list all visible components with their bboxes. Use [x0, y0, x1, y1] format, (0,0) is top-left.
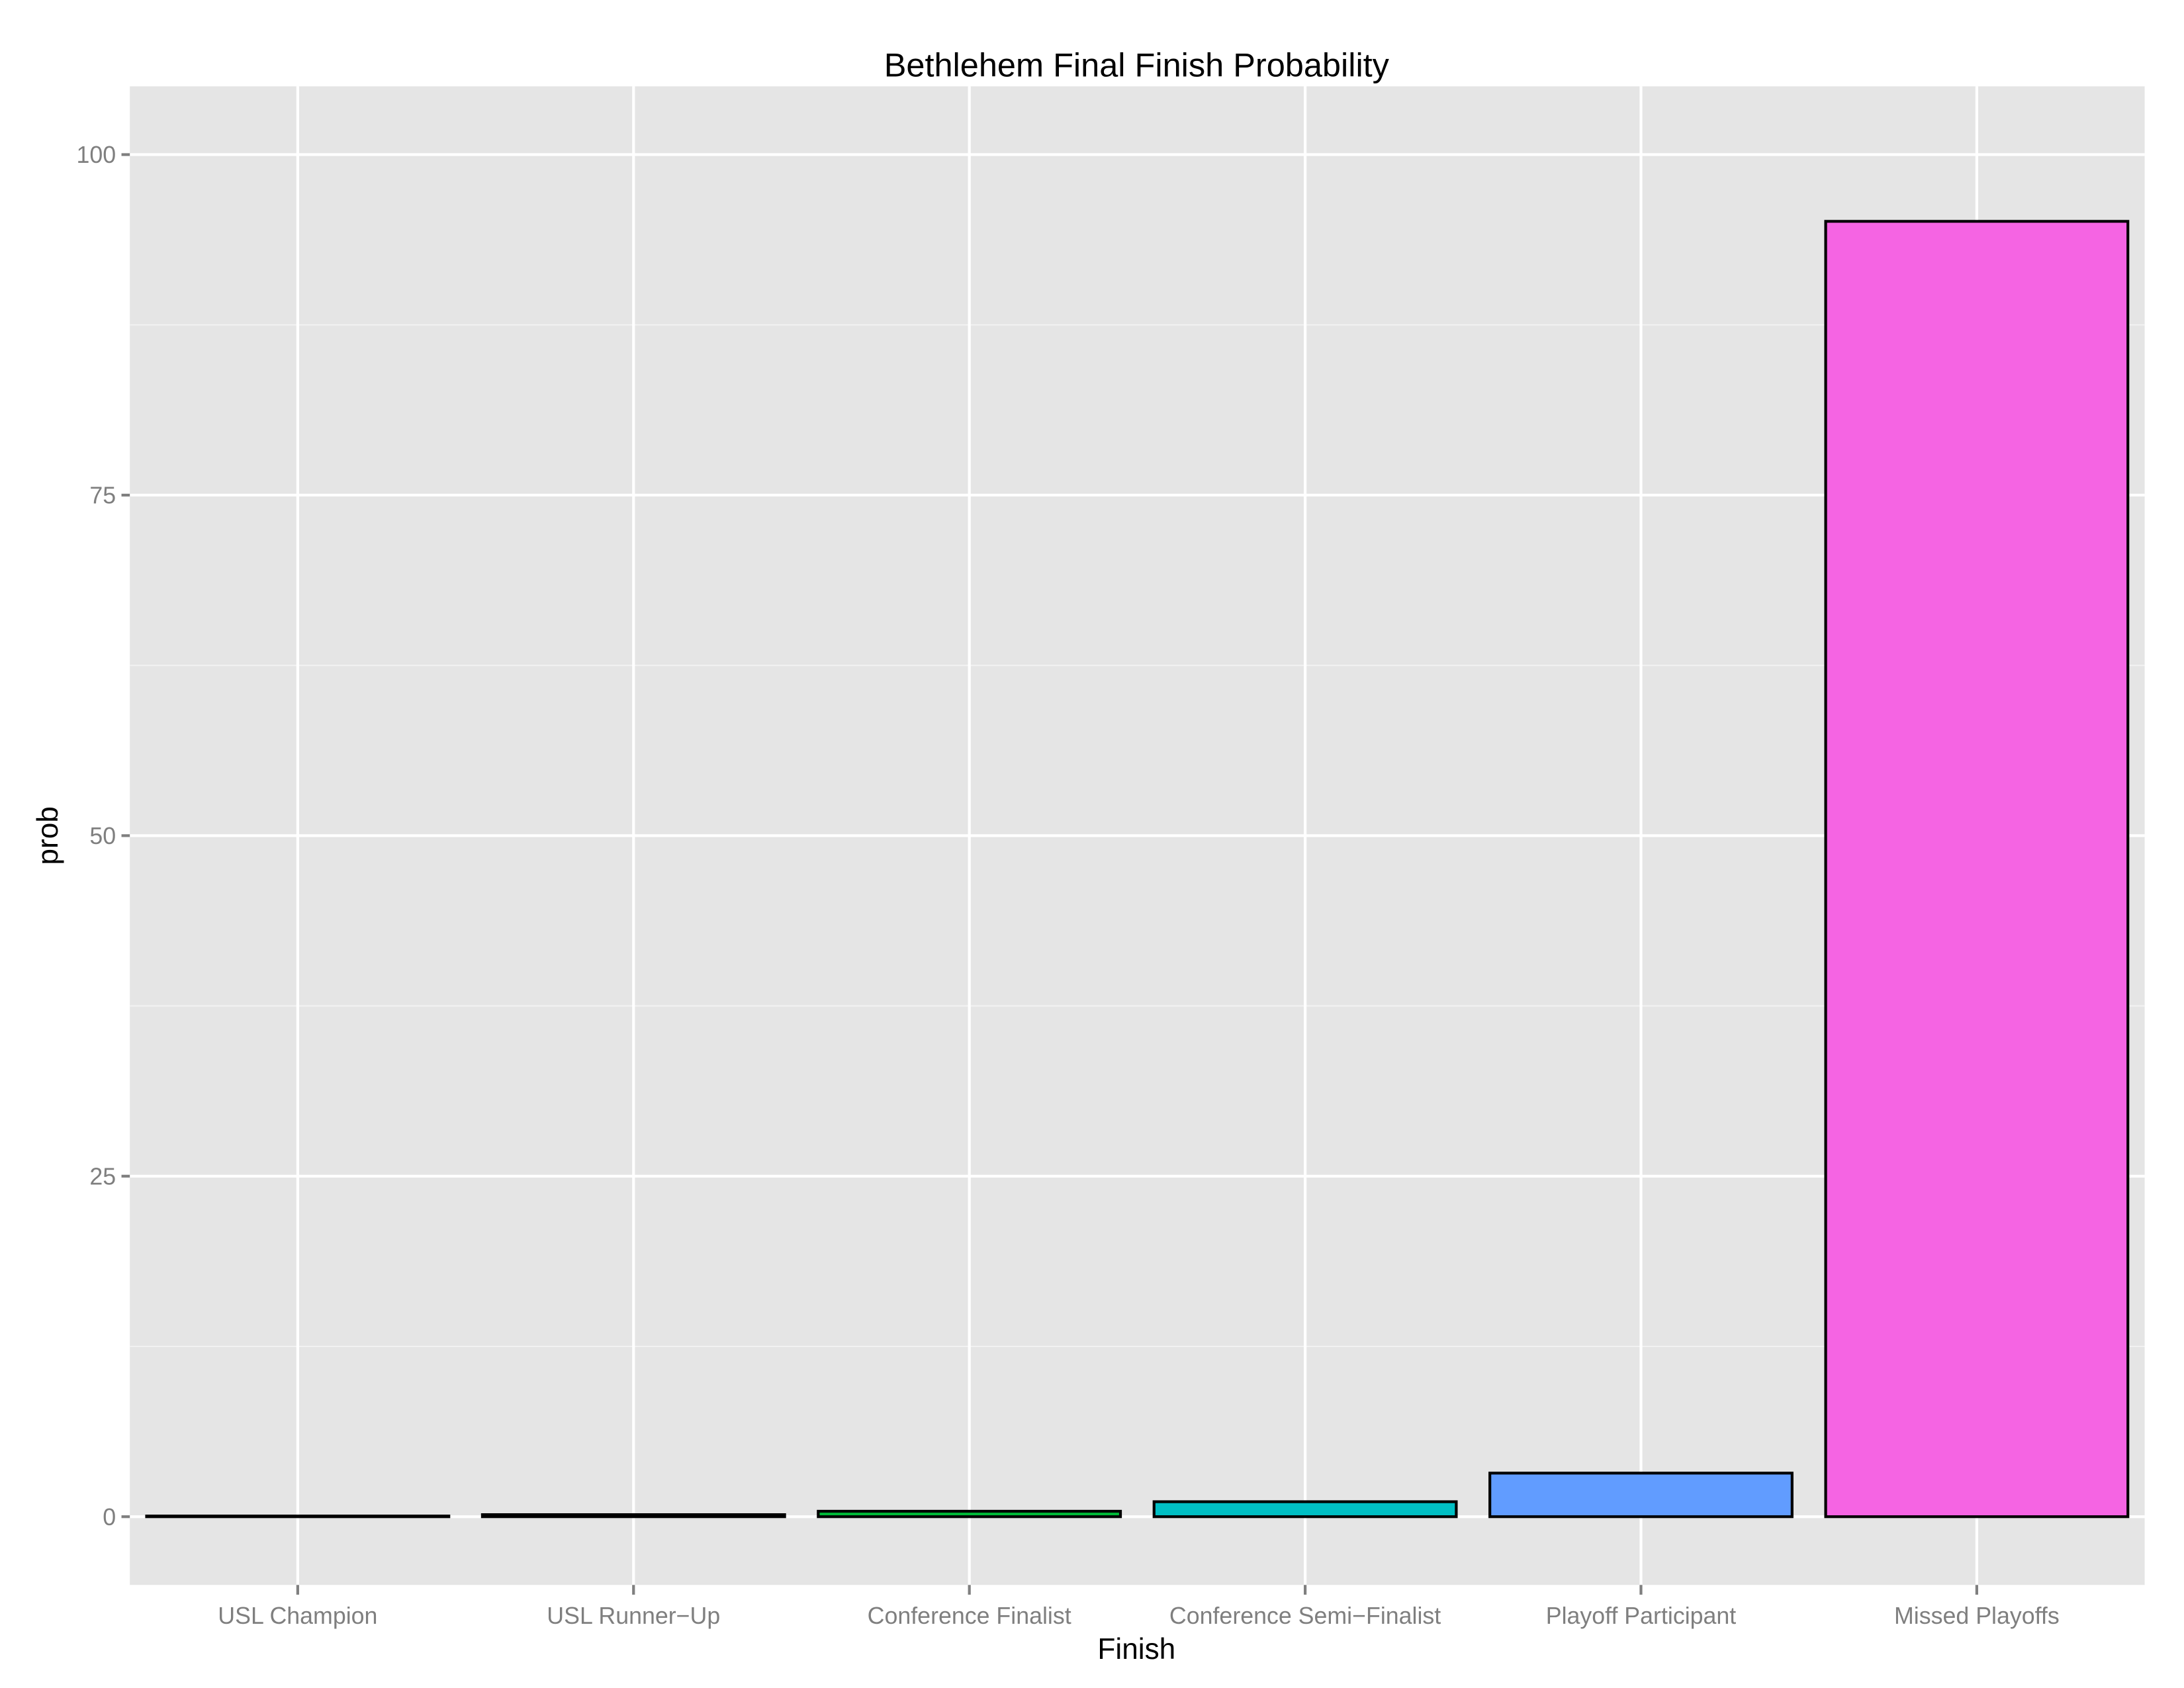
y-axis-label: prob: [32, 806, 64, 865]
y-tick-label: 75: [89, 483, 116, 509]
bar: [480, 1513, 786, 1519]
x-tick-label: Conference Finalist: [868, 1603, 1071, 1629]
y-tick-label: 0: [103, 1504, 116, 1530]
bar: [1488, 1472, 1794, 1519]
bar: [1152, 1500, 1458, 1519]
x-tick-label: Missed Playoffs: [1894, 1603, 2060, 1629]
bar: [1824, 220, 2130, 1519]
x-axis-label: Finish: [1097, 1633, 1175, 1665]
x-axis: USL Champion USL Runner−Up Conference Fina…: [218, 1585, 2060, 1629]
y-tick-label: 100: [76, 142, 116, 168]
chart-title: Bethlehem Final Finish Probability: [884, 46, 1390, 84]
x-tick-label: Playoff Participant: [1546, 1603, 1737, 1629]
x-tick-label: USL Champion: [218, 1603, 377, 1629]
y-axis: 0 25 50 75 100: [76, 142, 130, 1530]
y-tick-label: 25: [89, 1163, 116, 1190]
bar: [145, 1515, 451, 1519]
x-tick-label: USL Runner−Up: [547, 1603, 720, 1629]
x-tick-label: Conference Semi−Finalist: [1169, 1603, 1441, 1629]
bar: [817, 1509, 1122, 1519]
bars: [145, 220, 2130, 1519]
y-tick-label: 50: [89, 823, 116, 849]
